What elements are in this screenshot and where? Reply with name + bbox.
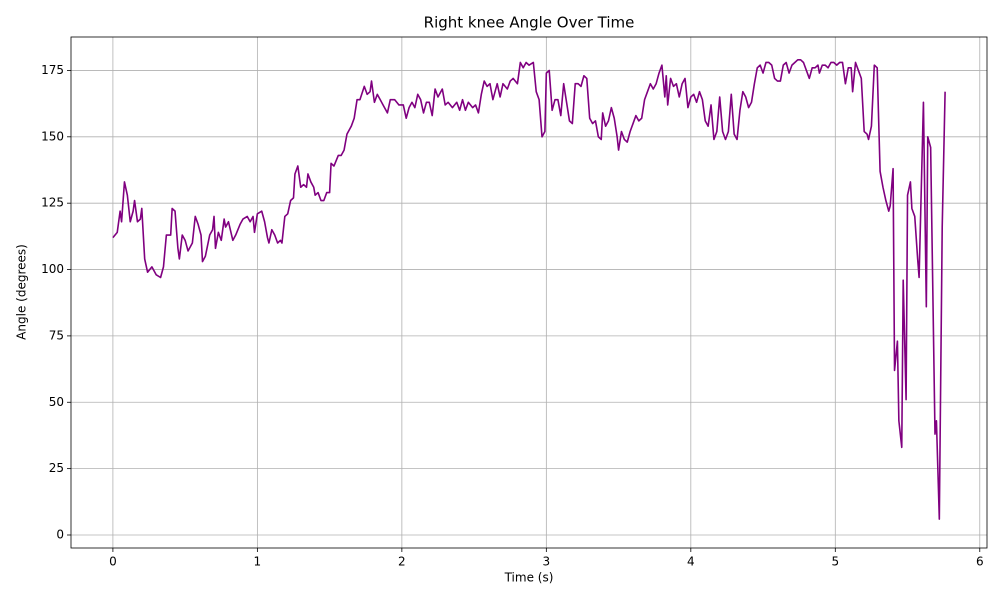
x-tick-label: 1	[254, 555, 262, 569]
y-tick-label: 75	[49, 328, 64, 342]
data-line	[112, 59, 946, 520]
y-tick-label: 125	[41, 196, 64, 210]
y-tick-label: 0	[56, 527, 64, 541]
x-axis-label: Time (s)	[504, 571, 554, 585]
y-tick-label: 25	[49, 461, 64, 475]
y-axis-label: Angle (degrees)	[15, 244, 29, 340]
y-tick-label: 175	[41, 63, 64, 77]
plot-frame	[70, 36, 988, 549]
y-tick-label: 150	[41, 129, 64, 143]
chart-title: Right knee Angle Over Time	[424, 14, 635, 32]
x-tick-label: 2	[398, 555, 406, 569]
x-tick-label: 0	[109, 555, 117, 569]
x-tick-label: 5	[831, 555, 839, 569]
x-tick-label: 6	[976, 555, 984, 569]
x-tick-label: 3	[543, 555, 551, 569]
y-tick-label: 100	[41, 262, 64, 276]
x-tick-label: 4	[687, 555, 695, 569]
y-tick-label: 50	[49, 395, 64, 409]
